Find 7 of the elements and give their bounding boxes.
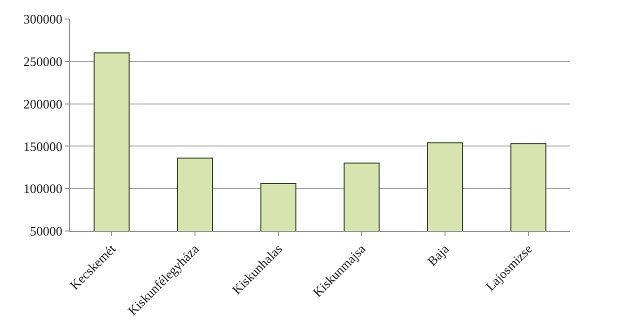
y-tick-label: 200000 [23,96,62,112]
y-tick-label: 100000 [23,181,62,196]
y-tick-label: 150000 [23,138,62,154]
y-tick-label: 300000 [23,12,62,27]
x-tick-label: Baja [424,241,452,269]
y-tick-label: 50000 [30,224,62,239]
y-tick-label: 250000 [23,54,62,69]
